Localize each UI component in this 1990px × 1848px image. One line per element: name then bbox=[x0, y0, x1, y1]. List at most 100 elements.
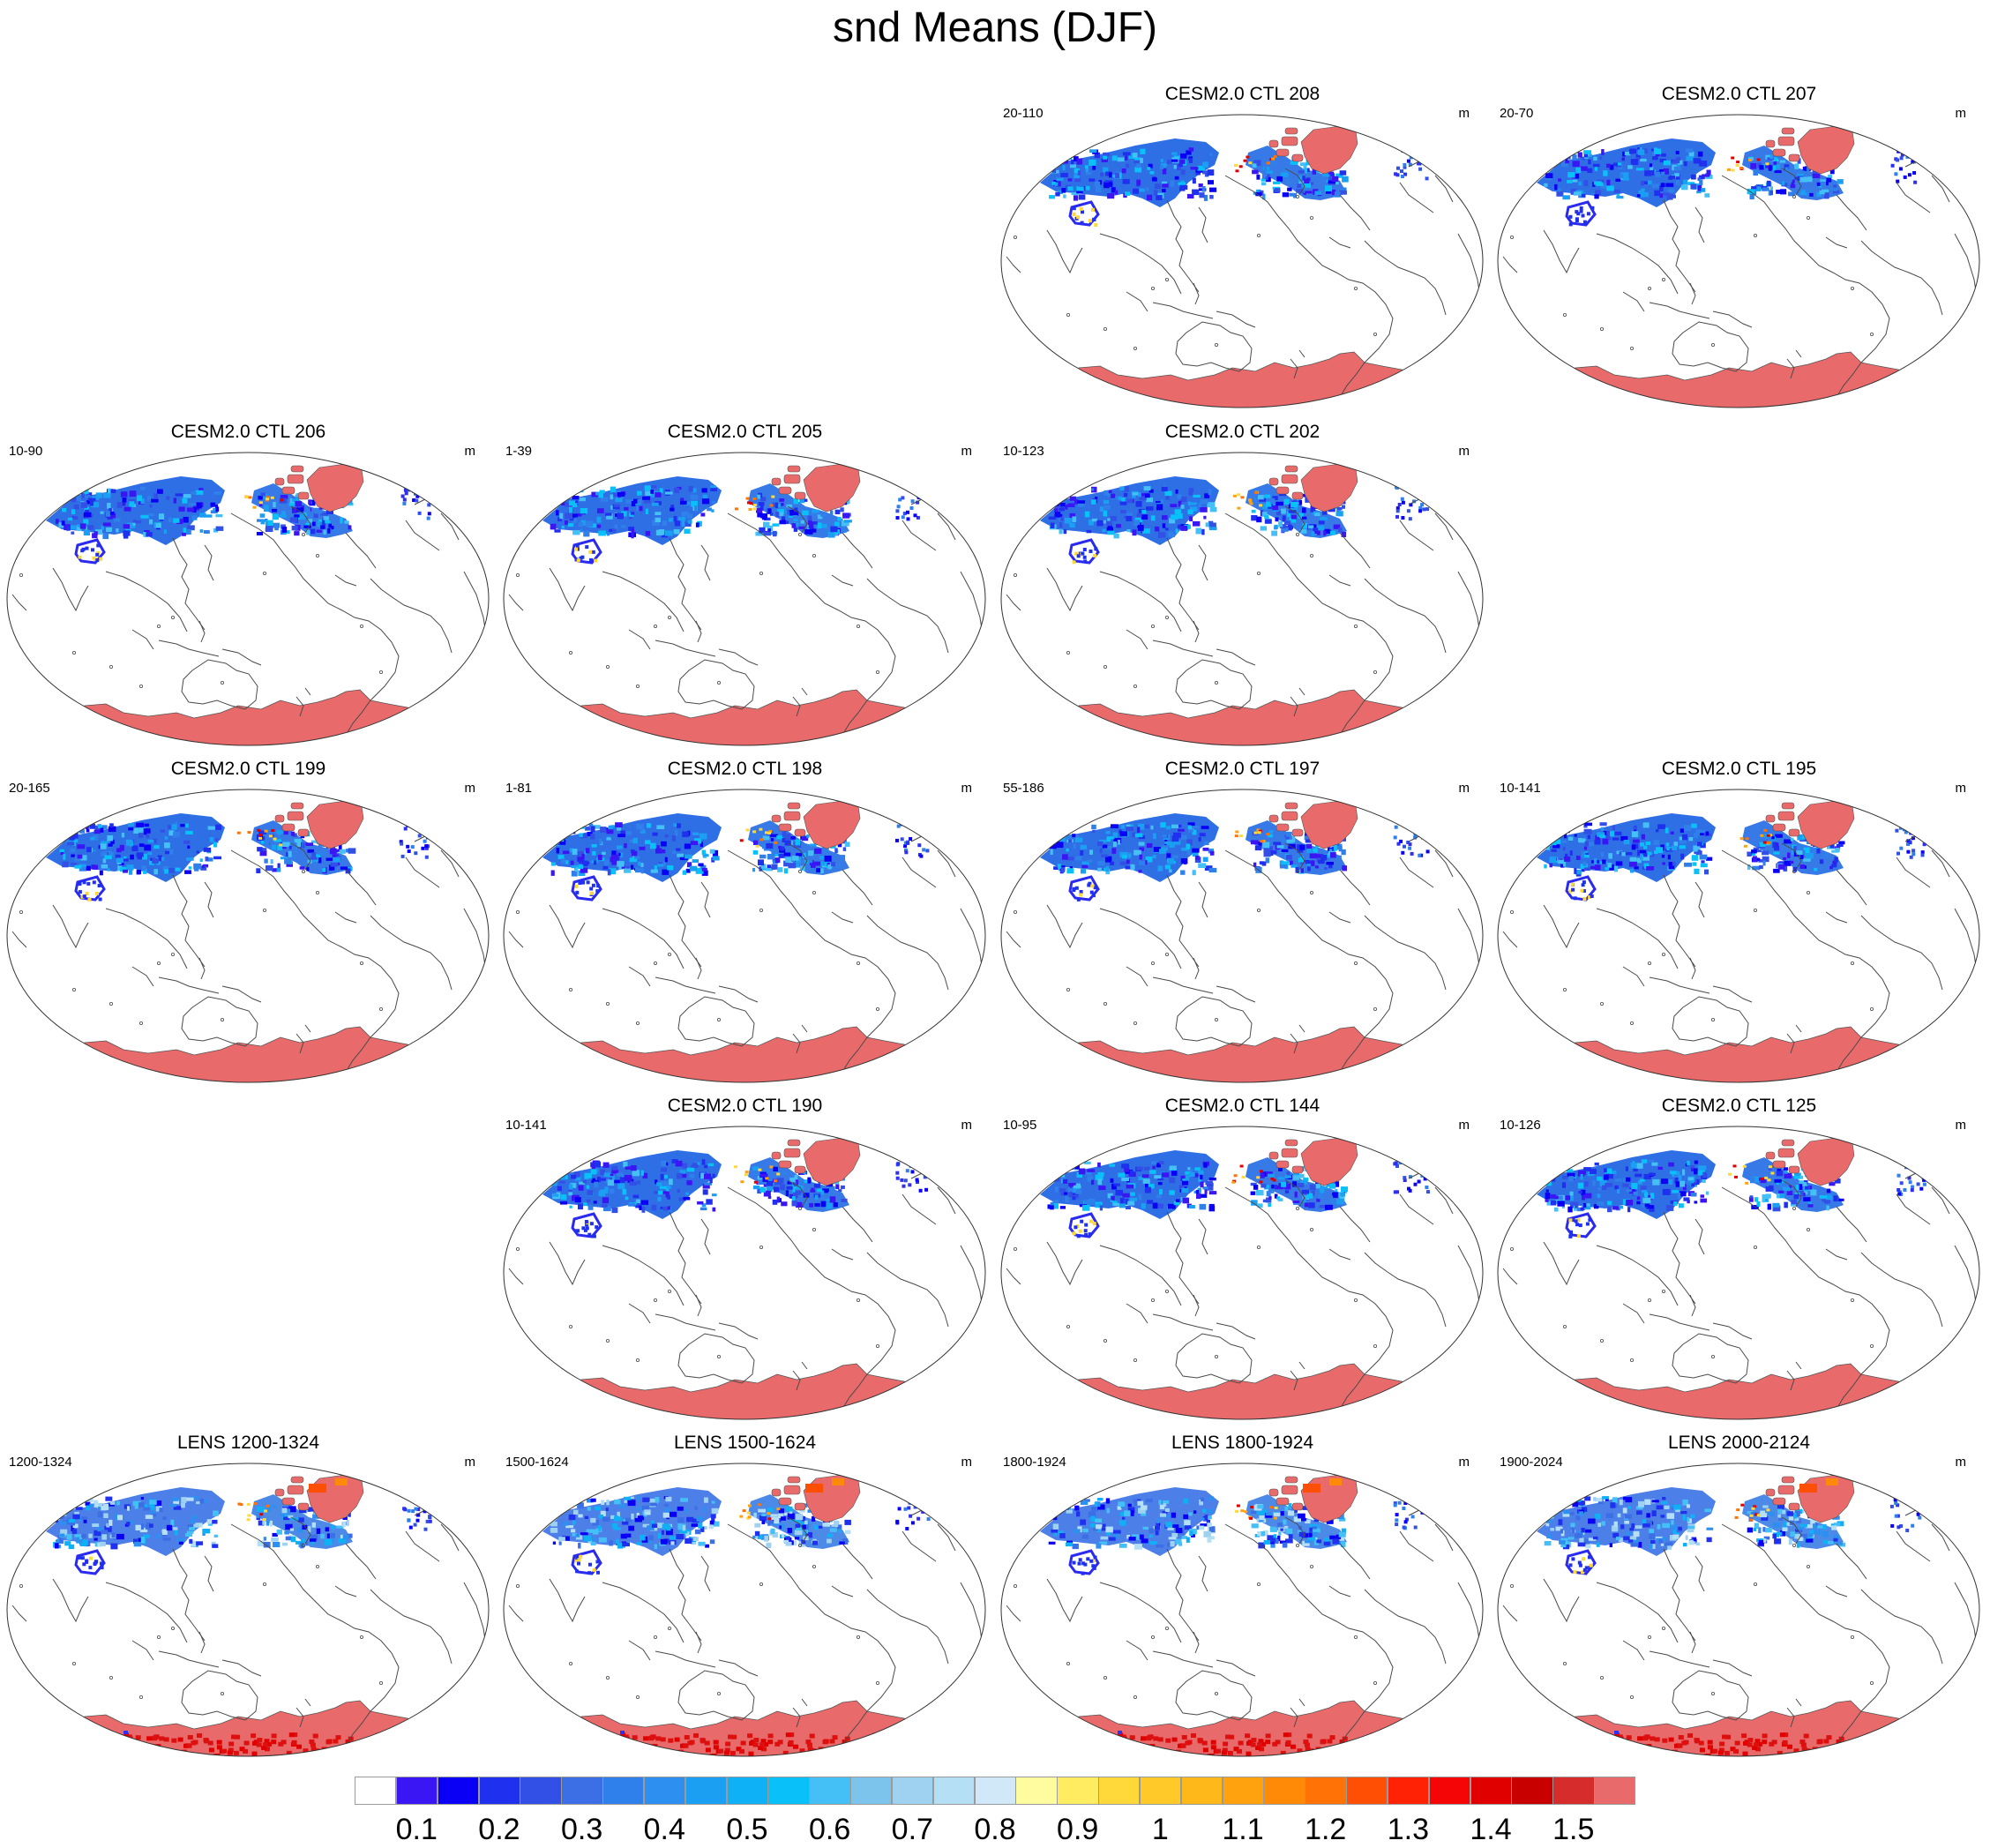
panel-title: CESM2.0 CTL 195 bbox=[1661, 759, 1817, 779]
panel-range-label: 10-90 bbox=[9, 444, 43, 459]
antarctica-snow bbox=[64, 1026, 424, 1082]
snow-cells bbox=[1047, 147, 1349, 201]
colorbar-swatch bbox=[726, 1777, 768, 1805]
map-outline bbox=[503, 1126, 986, 1420]
colorbar-label: 1.3 bbox=[1387, 1813, 1429, 1846]
map-outline bbox=[1497, 1126, 1980, 1420]
antarctica-snow bbox=[1555, 351, 1915, 408]
main-title: snd Means (DJF) bbox=[832, 4, 1158, 51]
greenland-snow bbox=[306, 463, 364, 513]
colorbar-swatch bbox=[1263, 1777, 1305, 1805]
colorbar-label: 0.3 bbox=[560, 1813, 603, 1846]
panel-units-label: m bbox=[1955, 106, 1967, 121]
colorbar-swatch bbox=[1594, 1777, 1636, 1805]
panel-range-label: 1-39 bbox=[505, 444, 533, 459]
antarctica-snow bbox=[1059, 1026, 1418, 1082]
map-panel: CESM2.0 CTL 125 10-126 m bbox=[1491, 1096, 1987, 1426]
greenland-snow bbox=[1797, 800, 1855, 849]
antarctica-snow bbox=[561, 1363, 921, 1419]
panel-range-label: 10-141 bbox=[505, 1118, 547, 1133]
antarctica-snow bbox=[561, 689, 921, 745]
colorbar-swatch bbox=[974, 1777, 1016, 1805]
panel-units-label: m bbox=[464, 781, 476, 796]
robinson-map bbox=[503, 1126, 986, 1420]
robinson-map bbox=[1000, 452, 1484, 746]
panel-title: CESM2.0 CTL 205 bbox=[667, 422, 823, 442]
colorbar-swatch bbox=[891, 1777, 934, 1805]
greenland-snow bbox=[803, 1137, 861, 1186]
antarctica-snow bbox=[1555, 1026, 1915, 1082]
panel-units-label: m bbox=[1955, 781, 1967, 796]
panel-units-label: m bbox=[1458, 1118, 1470, 1133]
colorbar-label: 0.7 bbox=[891, 1813, 933, 1846]
robinson-map bbox=[6, 1463, 490, 1757]
colorbar-swatch bbox=[1511, 1777, 1553, 1805]
panel-units-label: m bbox=[961, 444, 973, 459]
colorbar-swatch bbox=[1387, 1777, 1430, 1805]
tibet-snow-patch bbox=[571, 1212, 602, 1238]
panel-title: LENS 1800-1924 bbox=[1171, 1433, 1314, 1453]
colorbar-label: 1.2 bbox=[1305, 1813, 1347, 1846]
robinson-map bbox=[6, 789, 490, 1083]
tibet-snow-patch bbox=[1068, 200, 1100, 227]
panel-title: CESM2.0 CTL 197 bbox=[1164, 759, 1320, 779]
colorbar-swatch bbox=[850, 1777, 893, 1805]
robinson-map bbox=[1497, 1126, 1980, 1420]
colorbar-swatch bbox=[1015, 1777, 1058, 1805]
eurasia-snow-field bbox=[542, 476, 722, 545]
colorbar-swatch bbox=[1305, 1777, 1347, 1805]
panel-range-label: 10-141 bbox=[1500, 781, 1541, 796]
map-panel: CESM2.0 CTL 202 10-123 m bbox=[994, 422, 1491, 752]
greenland-snow bbox=[1300, 800, 1358, 849]
greenland-snow bbox=[803, 800, 861, 849]
panel-units-label: m bbox=[1458, 106, 1470, 121]
robinson-map bbox=[1000, 1126, 1484, 1420]
tibet-snow-patch bbox=[1565, 875, 1597, 902]
tibet-snow-patch bbox=[1565, 1549, 1597, 1575]
panel-title: CESM2.0 CTL 207 bbox=[1661, 84, 1817, 104]
robinson-map bbox=[503, 789, 986, 1083]
snow-cells bbox=[550, 1159, 848, 1214]
panel-title: CESM2.0 CTL 199 bbox=[170, 759, 326, 779]
panel-range-label: 20-110 bbox=[1003, 106, 1044, 121]
panel-range-label: 20-165 bbox=[9, 781, 50, 796]
colorbar-swatch bbox=[643, 1777, 686, 1805]
robinson-map bbox=[1000, 114, 1484, 408]
snow-cells bbox=[550, 485, 852, 539]
panel-range-label: 55-186 bbox=[1003, 781, 1044, 796]
map-outline bbox=[6, 789, 490, 1083]
colorbar-swatch bbox=[809, 1777, 851, 1805]
map-outline bbox=[1000, 789, 1484, 1083]
map-outline bbox=[503, 1463, 986, 1757]
tibet-snow-patch bbox=[74, 538, 106, 565]
greenland-snow bbox=[803, 463, 861, 513]
map-outline bbox=[503, 789, 986, 1083]
panel-range-label: 10-126 bbox=[1500, 1118, 1541, 1133]
colorbar-label: 0.1 bbox=[395, 1813, 438, 1846]
panel-range-label: 1900-2024 bbox=[1500, 1455, 1563, 1470]
panel-title: CESM2.0 CTL 190 bbox=[667, 1096, 823, 1116]
panel-title: LENS 1200-1324 bbox=[176, 1433, 320, 1453]
tibet-snow-patch bbox=[1068, 875, 1100, 902]
panel-range-label: 10-95 bbox=[1003, 1118, 1037, 1133]
panel-title: CESM2.0 CTL 206 bbox=[170, 422, 326, 442]
map-panel: CESM2.0 CTL 144 10-95 m bbox=[994, 1096, 1491, 1426]
map-panel: CESM2.0 CTL 208 20-110 m bbox=[994, 84, 1491, 415]
colorbar-label: 1.5 bbox=[1552, 1813, 1595, 1846]
panel-title: LENS 1500-1624 bbox=[673, 1433, 817, 1453]
panel-units-label: m bbox=[961, 781, 973, 796]
greenland-snow bbox=[1300, 125, 1358, 175]
robinson-map bbox=[6, 452, 490, 746]
panel-units-label: m bbox=[1458, 781, 1470, 796]
colorbar-swatch bbox=[355, 1777, 397, 1805]
panel-units-label: m bbox=[464, 444, 476, 459]
robinson-map bbox=[503, 1463, 986, 1757]
panel-title: CESM2.0 CTL 208 bbox=[1164, 84, 1320, 104]
robinson-map bbox=[503, 452, 986, 746]
greenland-snow bbox=[1300, 463, 1358, 513]
snow-cells bbox=[1049, 822, 1347, 876]
map-outline bbox=[6, 452, 490, 746]
map-outline bbox=[1000, 452, 1484, 746]
panel-units-label: m bbox=[1458, 444, 1470, 459]
